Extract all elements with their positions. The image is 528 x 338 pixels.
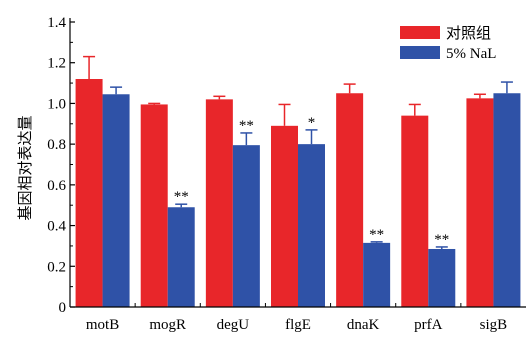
y-tick-label: 1.4 [47, 15, 66, 31]
x-tick-label: degU [217, 317, 250, 333]
x-tick-label: motB [86, 317, 119, 333]
y-tick-label: 0.6 [47, 178, 66, 194]
bar-control-dnaK [336, 93, 364, 307]
bar-nal-dnaK [363, 242, 391, 307]
significance-label: ** [174, 189, 189, 205]
bar-control-mogR [140, 104, 168, 307]
x-tick-label: dnaK [347, 317, 380, 333]
bar-control-motB [75, 79, 103, 307]
x-tick-label: prfA [414, 317, 442, 333]
legend-swatch-control [400, 26, 440, 39]
y-tick-label: 0.2 [47, 259, 66, 275]
x-tick-label: flgE [285, 317, 311, 333]
bar-nal-mogR [167, 207, 195, 307]
significance-label: * [308, 115, 316, 131]
x-tick-label: mogR [149, 317, 186, 333]
y-axis-label: 基因相对表达量 [17, 115, 34, 220]
legend-label-control: 对照组 [446, 25, 491, 42]
axes-group: 0 0.2 0.4 0.6 0.8 1.0 1.2 1.4 motB mogR degU flgE dn… [47, 15, 526, 333]
bar-nal-motB [102, 94, 130, 308]
bar-nal-degU [232, 145, 260, 307]
y-tick-label: 0.4 [47, 219, 66, 235]
y-tick-label: 1.2 [47, 56, 66, 72]
bar-nal-flgE [298, 144, 325, 307]
bar-nal-prfA [428, 248, 456, 307]
bar-control-prfA [401, 115, 429, 308]
bar-control-sigB [466, 98, 494, 307]
y-tick-label: 0.8 [47, 137, 66, 153]
y-tick-label: 0 [59, 300, 67, 316]
significance-label: ** [239, 118, 254, 134]
significance-label: ** [434, 232, 449, 248]
bar-control-flgE [271, 125, 298, 307]
legend: 对照组 5% NaL [400, 25, 496, 62]
y-tick-label: 1.0 [47, 96, 66, 112]
legend-swatch-nal [400, 46, 440, 59]
bar-control-degU [205, 99, 233, 307]
legend-label-nal: 5% NaL [446, 46, 496, 62]
bars-group: **** *** ** [75, 55, 521, 308]
significance-label: ** [369, 227, 384, 243]
x-tick-label: sigB [480, 317, 508, 333]
bar-nal-sigB [493, 93, 521, 307]
